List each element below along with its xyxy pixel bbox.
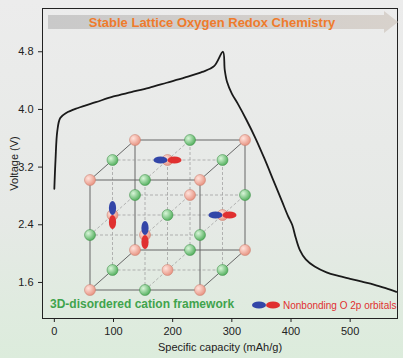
svg-text:4.8: 4.8 bbox=[18, 45, 33, 57]
svg-text:200: 200 bbox=[163, 325, 181, 337]
svg-text:300: 300 bbox=[223, 325, 241, 337]
svg-text:400: 400 bbox=[282, 325, 300, 337]
svg-text:Specific capacity (mAh/g): Specific capacity (mAh/g) bbox=[158, 341, 282, 353]
svg-text:1.6: 1.6 bbox=[18, 276, 33, 288]
svg-text:3.2: 3.2 bbox=[18, 161, 33, 173]
svg-text:2.4: 2.4 bbox=[18, 218, 33, 230]
svg-text:100: 100 bbox=[104, 325, 122, 337]
svg-text:Stable Lattice Oxygen Redox Ch: Stable Lattice Oxygen Redox Chemistry bbox=[89, 15, 336, 30]
svg-text:4.0: 4.0 bbox=[18, 103, 33, 115]
svg-text:500: 500 bbox=[341, 325, 359, 337]
svg-text:3D-disordered cation framework: 3D-disordered cation framework bbox=[50, 297, 234, 311]
svg-text:Nonbonding O 2p orbitals: Nonbonding O 2p orbitals bbox=[283, 300, 396, 311]
svg-text:Voltage (V): Voltage (V) bbox=[8, 136, 20, 190]
svg-text:0: 0 bbox=[51, 325, 57, 337]
